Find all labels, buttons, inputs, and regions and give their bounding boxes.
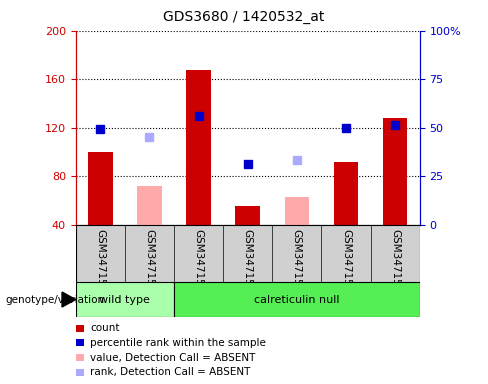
Text: GSM347154: GSM347154 [292, 229, 302, 293]
Polygon shape [62, 292, 76, 307]
Bar [285, 197, 309, 225]
Bar [383, 118, 407, 225]
Text: rank, Detection Call = ABSENT: rank, Detection Call = ABSENT [90, 367, 251, 377]
Text: GDS3680 / 1420532_at: GDS3680 / 1420532_at [163, 10, 325, 23]
Bar [235, 207, 260, 225]
Bar [76, 282, 174, 317]
Text: GSM347155: GSM347155 [341, 229, 351, 293]
Text: value, Detection Call = ABSENT: value, Detection Call = ABSENT [90, 353, 256, 362]
Bar [137, 186, 162, 225]
Text: wild type: wild type [100, 295, 150, 305]
Text: count: count [90, 323, 120, 333]
Bar [334, 162, 358, 225]
Bar [174, 282, 420, 317]
Text: genotype/variation: genotype/variation [5, 295, 104, 305]
Text: GSM347150: GSM347150 [95, 229, 105, 293]
Text: percentile rank within the sample: percentile rank within the sample [90, 338, 266, 348]
Text: GSM347153: GSM347153 [243, 229, 253, 293]
Text: GSM347152: GSM347152 [194, 229, 203, 293]
Bar [186, 70, 211, 225]
Bar [88, 152, 113, 225]
Text: GSM347156: GSM347156 [390, 229, 400, 293]
Text: calreticulin null: calreticulin null [254, 295, 340, 305]
Text: GSM347151: GSM347151 [144, 229, 154, 293]
